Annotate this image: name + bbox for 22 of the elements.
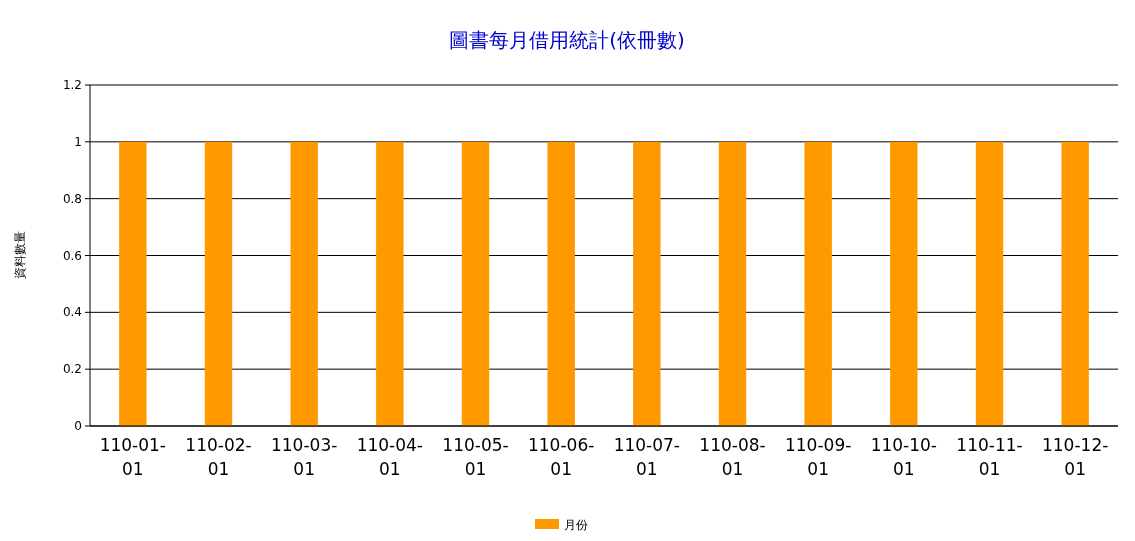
y-tick-label: 1: [74, 134, 82, 149]
x-tick-label: 110-06-01: [527, 435, 595, 479]
x-tick-label: 110-09-01: [784, 435, 852, 479]
legend-label: 月份: [564, 518, 588, 532]
y-tick-label: 0: [74, 419, 82, 433]
x-tick-label: 110-01-01: [99, 435, 167, 479]
y-tick-label: 0.2: [62, 362, 82, 377]
x-tick-label: 110-03-01: [270, 435, 338, 479]
y-tick-label: 0.8: [62, 191, 82, 206]
x-tick-label: 110-11-01: [956, 435, 1023, 479]
y-tick-label: 0.4: [62, 305, 82, 320]
x-tick-label: 110-05-01: [442, 435, 509, 479]
x-tick-label: 110-04-01: [356, 435, 424, 479]
y-axis-title: 資料數量: [13, 231, 27, 279]
y-tick-label: 0.6: [62, 248, 82, 263]
x-tick-label: 110-02-01: [185, 435, 252, 479]
y-tick-label: 1.2: [62, 78, 82, 92]
x-tick-label: 110-12-01: [1041, 435, 1109, 479]
x-tick-label: 110-10-01: [870, 435, 938, 479]
chart-title: 圖書每月借用統計(依冊數): [449, 28, 685, 52]
x-tick-label: 110-08-01: [699, 435, 766, 479]
x-tick-label: 110-07-01: [613, 435, 681, 479]
